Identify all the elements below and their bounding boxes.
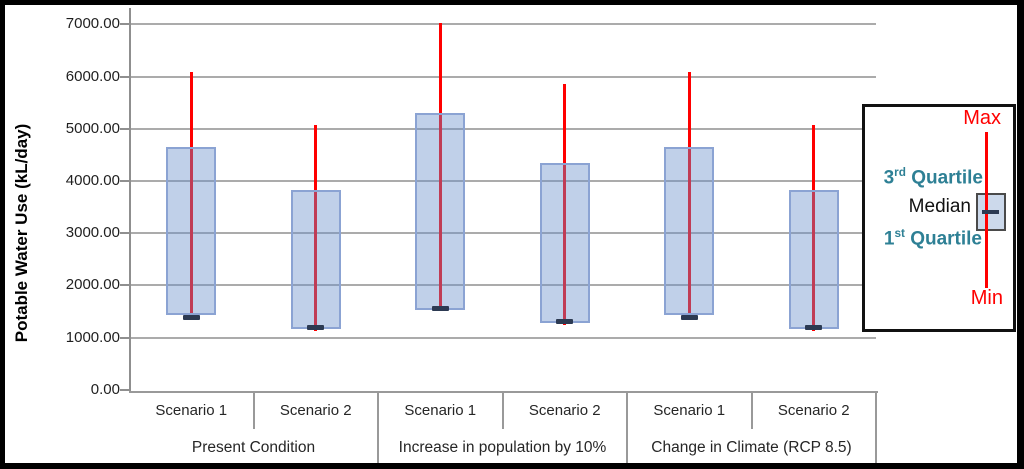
y-axis-tick — [120, 284, 129, 287]
x-axis-group-label: Change in Climate (RCP 8.5) — [651, 439, 852, 456]
y-axis-tick — [120, 75, 129, 78]
scenario-separator — [750, 391, 753, 429]
quartile-box — [166, 147, 217, 315]
gridline — [129, 336, 876, 339]
table-right-edge — [875, 391, 877, 463]
y-axis-tick — [120, 179, 129, 182]
x-axis-line — [129, 390, 878, 393]
y-axis-tick-label: 0.00 — [90, 380, 120, 398]
y-axis-tick-label: 1000.00 — [65, 328, 120, 346]
y-axis-tick-label: 2000.00 — [65, 276, 120, 294]
y-axis-tick-label: 6000.00 — [65, 67, 120, 85]
y-axis-tick — [120, 23, 129, 26]
x-axis-scenario-label: Scenario 2 — [528, 401, 601, 419]
median-marker — [307, 325, 325, 331]
chart-legend: Max 3rd Quartile Median 1st Quartile Min — [862, 104, 1016, 332]
x-axis-scenario-label: Scenario 1 — [653, 401, 726, 419]
gridline — [129, 23, 876, 26]
scenario-separator — [252, 391, 255, 429]
gridline — [129, 284, 876, 287]
gridline — [129, 232, 876, 235]
gridline — [129, 127, 876, 130]
group-separator — [626, 391, 628, 463]
group-separator — [377, 391, 379, 463]
x-axis-group-label: Increase in population by 10% — [398, 439, 607, 456]
median-marker — [431, 305, 449, 311]
whisker-range — [812, 125, 816, 331]
legend-quartile-box — [976, 193, 1006, 231]
y-axis-tick-label: 4000.00 — [65, 171, 120, 189]
quartile-box — [415, 113, 466, 310]
quartile-box — [664, 147, 715, 315]
legend-min-label: Min — [970, 287, 1003, 309]
scenario-separator — [501, 391, 504, 429]
legend-max-label: Max — [963, 107, 1001, 129]
x-axis-scenario-label: Scenario 1 — [404, 401, 477, 419]
y-axis-tick — [120, 388, 129, 391]
y-axis-line — [129, 8, 131, 392]
y-axis-tick-label: 7000.00 — [65, 15, 120, 33]
whisker-range — [687, 71, 691, 320]
legend-median-dash — [982, 210, 999, 214]
median-marker — [805, 325, 823, 331]
y-axis-tick-label: 5000.00 — [65, 119, 120, 137]
median-marker — [182, 314, 200, 320]
gridline — [129, 75, 876, 78]
x-axis-scenario-label: Scenario 2 — [279, 401, 352, 419]
x-axis-group-label: Present Condition — [191, 439, 316, 456]
whisker-range — [189, 71, 193, 320]
y-axis-tick — [120, 232, 129, 235]
whisker-range — [314, 125, 318, 331]
median-marker — [556, 319, 574, 325]
whisker-range — [438, 23, 442, 312]
y-axis-tick — [120, 127, 129, 130]
median-marker — [680, 314, 698, 320]
y-axis-tick-label: 3000.00 — [65, 224, 120, 242]
quartile-box — [539, 162, 590, 324]
legend-q3-label: 3rd Quartile — [883, 166, 983, 189]
y-axis-tick — [120, 336, 129, 339]
quartile-box — [788, 189, 839, 330]
whisker-range — [563, 83, 567, 325]
legend-median-label: Median — [908, 196, 971, 217]
quartile-box — [290, 189, 341, 330]
legend-q1-label: 1st Quartile — [883, 227, 982, 250]
x-axis-scenario-label: Scenario 1 — [155, 401, 228, 419]
gridline — [129, 179, 876, 182]
x-axis-scenario-label: Scenario 2 — [777, 401, 850, 419]
